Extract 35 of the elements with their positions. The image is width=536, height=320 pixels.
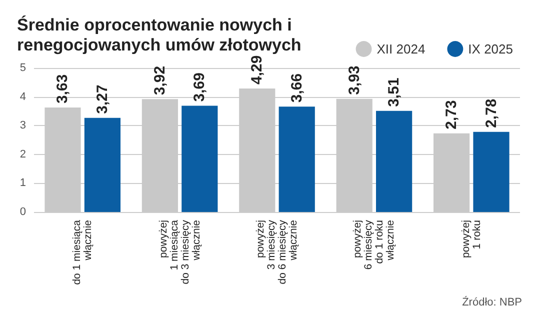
bar bbox=[278, 106, 315, 212]
bar bbox=[44, 107, 81, 212]
bar bbox=[336, 98, 372, 212]
bar bbox=[473, 132, 510, 212]
x-tick-label: powyżej 6 miesięcy do 1 roku włącznie bbox=[352, 219, 397, 270]
y-tick-label: 2 bbox=[20, 148, 26, 160]
data-label: 2,73 bbox=[443, 100, 460, 130]
bar bbox=[376, 110, 412, 212]
x-tick-label: powyżej 1 miesiąca do 3 miesięcy włącznie bbox=[157, 219, 202, 284]
data-label: 3,92 bbox=[151, 66, 168, 96]
bar bbox=[142, 99, 178, 212]
bar bbox=[84, 118, 121, 212]
x-tick-label: powyżej 3 miesięcy do 6 miesięcy włącznie bbox=[254, 219, 300, 284]
legend-label: XII 2024 bbox=[376, 42, 426, 56]
data-label: 3,27 bbox=[94, 84, 111, 114]
data-label: 3,69 bbox=[191, 72, 208, 102]
data-label: 3,63 bbox=[54, 74, 72, 104]
chart-title: Średnie oprocentowanie nowych i renegocjowanych umów złotowych bbox=[17, 14, 302, 54]
bar bbox=[433, 133, 470, 212]
data-label: 3,51 bbox=[386, 78, 403, 107]
bar bbox=[239, 88, 276, 212]
y-tick-label: 1 bbox=[20, 177, 26, 190]
y-tick-label: 0 bbox=[20, 206, 26, 218]
y-tick-label: 3 bbox=[20, 120, 26, 132]
bar bbox=[182, 106, 218, 212]
data-label: 3,66 bbox=[288, 73, 306, 103]
legend-label: IX 2025 bbox=[468, 42, 514, 56]
x-tick-label: do 1 miesiąca włącznie bbox=[71, 220, 94, 285]
data-label: 4,29 bbox=[248, 55, 266, 84]
text: Źródło: NBP bbox=[462, 296, 522, 308]
x-tick-label: powyżej 1 roku bbox=[460, 220, 483, 258]
data-label: 3,93 bbox=[346, 66, 363, 95]
y-tick-label: 4 bbox=[20, 90, 26, 103]
data-label: 2,78 bbox=[482, 98, 500, 128]
y-tick-label: 5 bbox=[20, 62, 26, 74]
